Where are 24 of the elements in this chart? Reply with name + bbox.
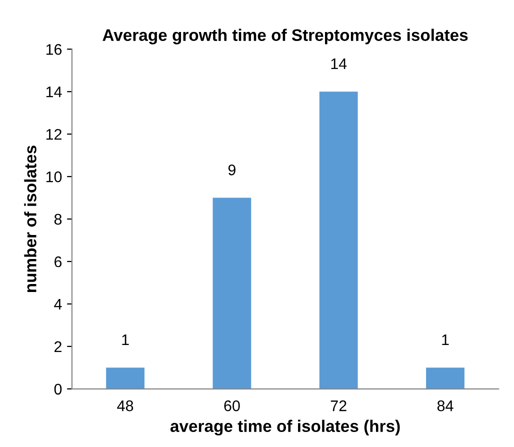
y-tick-label: 14 — [46, 86, 62, 98]
bar — [106, 368, 144, 389]
data-label: 1 — [442, 334, 449, 346]
x-tick-label: 84 — [437, 400, 454, 412]
data-label: 9 — [228, 164, 236, 176]
bar — [319, 92, 358, 389]
x-tick-label: 60 — [224, 400, 240, 412]
bar — [212, 198, 252, 389]
y-tick-label: 2 — [54, 341, 62, 352]
y-tick-label: 6 — [54, 256, 62, 268]
data-label: 14 — [331, 58, 347, 70]
y-tick-label: 0 — [54, 384, 62, 395]
data-label: 1 — [122, 334, 129, 346]
y-tick-label: 12 — [46, 128, 62, 140]
y-tick-label: 10 — [46, 171, 62, 182]
x-axis-title: average time of isolates (hrs) — [170, 420, 400, 436]
chart-title: Average growth time of Streptomyces isolates — [102, 28, 468, 44]
x-tick-label: 72 — [330, 400, 346, 412]
bar — [426, 368, 464, 389]
x-tick-label: 48 — [117, 400, 134, 412]
y-tick-label: 8 — [54, 214, 62, 225]
y-tick-label: 4 — [54, 298, 62, 310]
y-axis-title: number of isolates — [24, 146, 36, 292]
y-tick-label: 16 — [46, 44, 62, 55]
